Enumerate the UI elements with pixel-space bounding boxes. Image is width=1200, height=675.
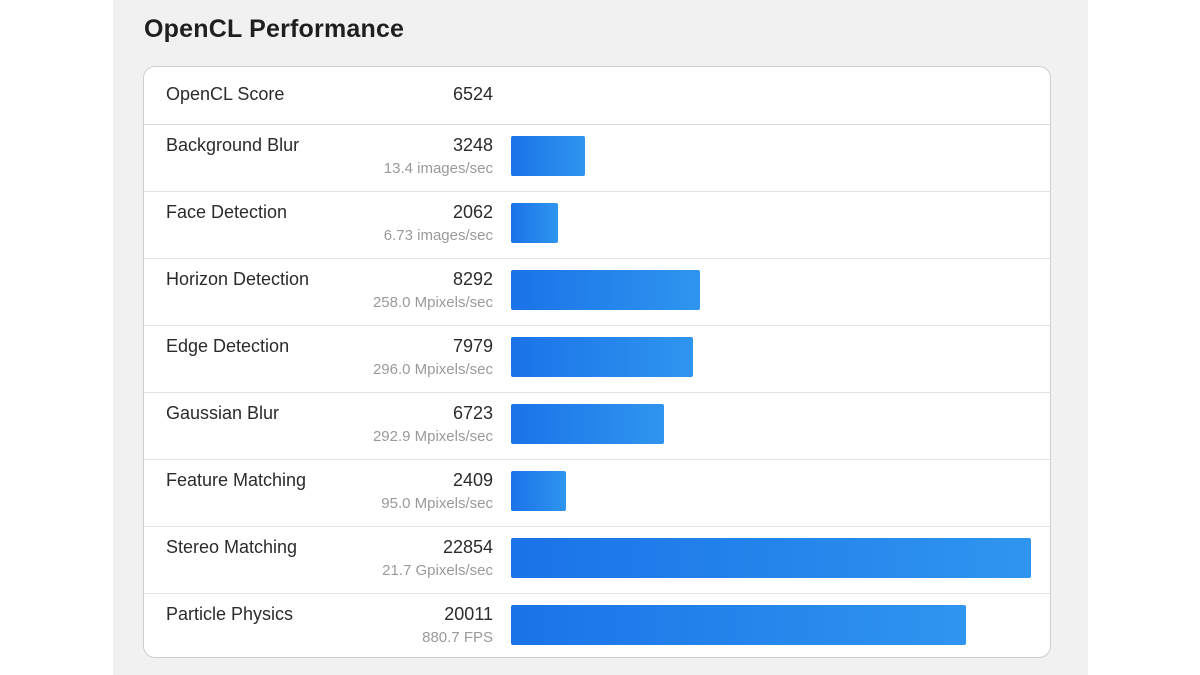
table-row: Horizon Detection 8292 258.0 Mpixels/sec	[144, 259, 1050, 326]
bar-gaussian-blur	[511, 404, 664, 444]
table-row: Gaussian Blur 6723 292.9 Mpixels/sec	[144, 393, 1050, 460]
score-row: OpenCL Score 6524	[144, 67, 1050, 125]
test-name: Stereo Matching	[166, 537, 298, 557]
bar-track	[511, 136, 1031, 176]
table-row: Stereo Matching 22854 21.7 Gpixels/sec	[144, 527, 1050, 594]
test-score: 20011	[444, 604, 493, 624]
bar-particle-physics	[511, 605, 966, 645]
test-name: Edge Detection	[166, 336, 290, 356]
bar-track	[511, 538, 1031, 578]
test-score: 2062	[452, 202, 493, 222]
test-rate: 13.4 images/sec	[383, 160, 493, 177]
bar-track	[511, 471, 1031, 511]
bar-track	[511, 404, 1031, 444]
bar-edge-detection	[511, 337, 693, 377]
bar-track	[511, 270, 1031, 310]
bar-feature-matching	[511, 471, 566, 511]
bar-track	[511, 605, 1031, 645]
test-name: Horizon Detection	[166, 269, 310, 289]
test-name: Gaussian Blur	[166, 403, 280, 423]
test-name: Background Blur	[166, 135, 300, 155]
bar-track	[511, 337, 1031, 377]
bar-horizon-detection	[511, 270, 700, 310]
score-label: OpenCL Score	[166, 84, 285, 104]
test-score: 22854	[442, 537, 493, 557]
test-name: Face Detection	[166, 202, 288, 222]
test-score: 7979	[452, 336, 493, 356]
test-score: 3248	[452, 135, 493, 155]
test-rate: 95.0 Mpixels/sec	[381, 495, 493, 512]
test-rate: 258.0 Mpixels/sec	[372, 294, 493, 311]
bar-stereo-matching	[511, 538, 1031, 578]
test-name: Feature Matching	[166, 470, 307, 490]
table-row: Particle Physics 20011 880.7 FPS	[144, 594, 1050, 657]
test-rate: 21.7 Gpixels/sec	[382, 562, 493, 579]
test-rate: 292.9 Mpixels/sec	[372, 428, 493, 445]
test-name: Particle Physics	[166, 604, 294, 624]
test-score: 2409	[452, 470, 493, 490]
test-score: 6723	[452, 403, 493, 423]
table-row: Face Detection 2062 6.73 images/sec	[144, 192, 1050, 259]
bar-track	[511, 203, 1031, 243]
bar-background-blur	[511, 136, 585, 176]
test-rate: 6.73 images/sec	[383, 227, 493, 244]
test-rate: 296.0 Mpixels/sec	[372, 361, 493, 378]
section-title: OpenCL Performance	[144, 15, 405, 43]
test-score: 8292	[452, 269, 493, 289]
bar-face-detection	[511, 203, 558, 243]
score-value: 6524	[452, 84, 493, 104]
table-row: Edge Detection 7979 296.0 Mpixels/sec	[144, 326, 1050, 393]
table-row: Background Blur 3248 13.4 images/sec	[144, 125, 1050, 192]
results-card: OpenCL Score 6524 Background Blur 3248 13.…	[143, 66, 1051, 658]
table-row: Feature Matching 2409 95.0 Mpixels/sec	[144, 460, 1050, 527]
test-rate: 880.7 FPS	[422, 629, 493, 646]
